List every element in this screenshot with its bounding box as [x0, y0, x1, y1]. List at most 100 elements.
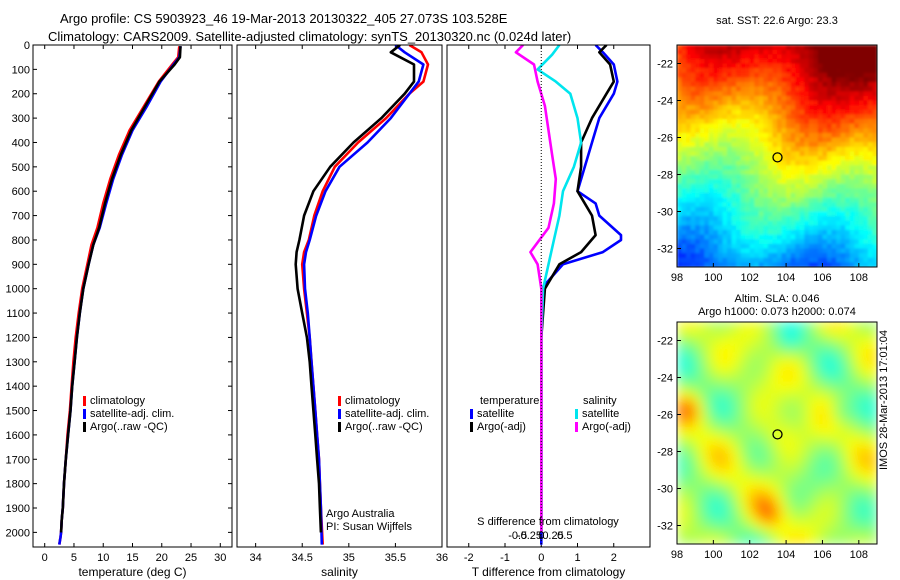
sla_map-cell — [699, 534, 705, 540]
sla_map-cell — [695, 488, 701, 494]
sst_map-cell — [708, 123, 714, 129]
sla_map-cell — [817, 322, 823, 328]
sla_map-cell — [863, 437, 869, 443]
sla_map-cell — [863, 391, 869, 397]
sst_map-cell — [772, 216, 778, 222]
sla_map-cell — [849, 442, 855, 448]
sla_map-cell — [817, 511, 823, 517]
sst_map-cell — [731, 179, 737, 185]
sst_map-cell — [790, 165, 796, 171]
sst_map-cell — [790, 243, 796, 250]
sst_map-cell — [740, 128, 746, 134]
sla_map-cell — [849, 539, 855, 544]
sst_map-cell — [781, 77, 787, 83]
sla_map-cell — [772, 516, 778, 522]
sst_map-cell — [817, 188, 823, 194]
sst_map-cell — [754, 146, 760, 152]
sla_map-cell — [727, 456, 733, 462]
sst_map-cell — [867, 119, 873, 125]
sla_map-cell — [708, 483, 714, 490]
sla_map-cell — [731, 534, 737, 540]
sla_map-cell — [749, 493, 755, 499]
sla_map-cell — [781, 516, 787, 522]
sla_map-cell — [872, 451, 877, 457]
sst_map-cell — [677, 156, 683, 162]
sla_map-cell — [817, 391, 823, 397]
sst_map-cell — [836, 174, 842, 180]
sst_map-cell — [799, 216, 805, 222]
sst_map-cell — [736, 114, 742, 120]
sla_map-cell — [708, 322, 714, 328]
sst_map-cell — [804, 193, 810, 199]
sst_map-cell — [704, 188, 710, 194]
sst_map-cell — [795, 220, 801, 226]
sla_map-cell — [872, 530, 877, 536]
sla_map-cell — [795, 497, 801, 503]
legend-header-temperature: temperature — [480, 395, 539, 407]
sla_map-cell — [731, 372, 737, 379]
sst_map-cell — [754, 220, 760, 226]
sla_map-cell — [713, 520, 719, 527]
sla_map-cell — [867, 326, 873, 332]
sla_map-cell — [772, 382, 778, 388]
sla_map-cell — [827, 419, 833, 425]
sst_map-cell — [872, 206, 877, 213]
sst_map-cell — [772, 142, 778, 148]
sla_map-cell — [699, 326, 705, 332]
sla_map-cell — [736, 414, 742, 420]
sst_map-cell — [767, 165, 773, 171]
sla_map-cell — [758, 345, 764, 351]
sst_map-cell — [754, 230, 760, 236]
sst_map-cell — [754, 179, 760, 185]
sla_map-cell — [781, 386, 787, 392]
sst_map-cell — [767, 95, 773, 102]
sst_map-cell — [795, 45, 801, 51]
sla_map-cell — [749, 530, 755, 536]
sst_map-cell — [740, 262, 746, 267]
sst_map-cell — [758, 151, 764, 157]
sst_map-cell — [827, 160, 833, 166]
sla_map-cell — [854, 340, 860, 346]
sst_map-cell — [854, 156, 860, 162]
sla_map-cell — [736, 349, 742, 355]
sla_map-cell — [872, 474, 877, 480]
sla_map-cell — [786, 428, 792, 434]
sst_map-cell — [754, 206, 760, 213]
sla_map-cell — [727, 465, 733, 471]
sst_map-cell — [727, 230, 733, 236]
sst_map-cell — [867, 253, 873, 259]
sst_map-cell — [681, 216, 687, 222]
sst_map-cell — [713, 86, 719, 92]
sla_map-cell — [717, 405, 723, 411]
sla_map-cell — [799, 423, 805, 429]
sst_map-cell — [849, 216, 855, 222]
salinity-series-group — [294, 45, 430, 545]
sla_map-cell — [708, 516, 714, 522]
sst_map-cell — [717, 193, 723, 199]
sla_map-cell — [677, 391, 683, 397]
sla_map-cell — [822, 497, 828, 503]
sla_map-cell — [704, 451, 710, 457]
sla_map-cell — [845, 451, 851, 457]
sst_map-cell — [863, 206, 869, 213]
sst_map-cell — [767, 216, 773, 222]
sst_map-cell — [863, 132, 869, 139]
sla_map-cell — [722, 326, 728, 332]
sla_map-cell — [795, 354, 801, 360]
sla_map-cell — [690, 396, 696, 402]
sst_map-ytick-label: -26 — [657, 133, 673, 145]
sst_map-cell — [795, 72, 801, 78]
sla_map-cell — [772, 423, 778, 429]
sla_map-cell — [763, 470, 769, 476]
sst_map-cell — [781, 183, 787, 189]
sst_map-cell — [786, 100, 792, 106]
sla_map-cell — [836, 460, 842, 466]
sst_map-cell — [717, 188, 723, 194]
sst_map-cell — [836, 137, 842, 143]
sst_map-cell — [772, 72, 778, 78]
sst_map-cell — [758, 179, 764, 185]
sla_map-cell — [763, 349, 769, 355]
sla_map-cell — [772, 349, 778, 355]
sst_map-cell — [772, 169, 778, 176]
sla_map-cell — [854, 470, 860, 476]
